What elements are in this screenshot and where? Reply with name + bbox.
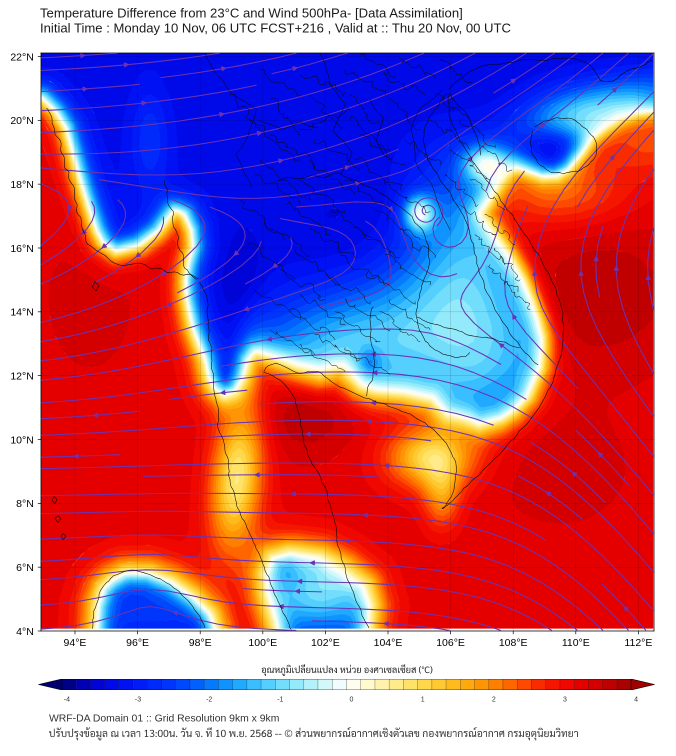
- svg-text:Initial Time : Monday 10 Nov,: Initial Time : Monday 10 Nov, 06 UTC FCS…: [40, 21, 511, 36]
- svg-text:96°E: 96°E: [126, 637, 149, 649]
- svg-text:20°N: 20°N: [10, 115, 33, 127]
- svg-text:2: 2: [492, 697, 496, 704]
- svg-text:98°E: 98°E: [189, 637, 212, 649]
- svg-text:-2: -2: [206, 697, 212, 704]
- svg-text:8°N: 8°N: [16, 498, 34, 510]
- svg-text:100°E: 100°E: [248, 637, 277, 649]
- svg-text:10°N: 10°N: [10, 434, 33, 446]
- svg-text:16°N: 16°N: [10, 243, 33, 255]
- svg-text:12°N: 12°N: [10, 370, 33, 382]
- svg-text:4: 4: [634, 697, 638, 704]
- svg-text:4°N: 4°N: [16, 626, 34, 638]
- svg-text:18°N: 18°N: [10, 179, 33, 191]
- svg-text:108°E: 108°E: [499, 637, 528, 649]
- svg-text:6°N: 6°N: [16, 562, 34, 574]
- svg-text:102°E: 102°E: [311, 637, 340, 649]
- svg-text:-1: -1: [277, 697, 283, 704]
- svg-text:3: 3: [563, 697, 567, 704]
- svg-text:110°E: 110°E: [562, 637, 590, 649]
- svg-text:Temperature Difference from 23: Temperature Difference from 23°C and Win…: [40, 5, 463, 20]
- svg-text:1: 1: [421, 697, 425, 704]
- svg-text:14°N: 14°N: [10, 307, 33, 319]
- svg-text:94°E: 94°E: [64, 637, 87, 649]
- svg-text:112°E: 112°E: [624, 637, 652, 649]
- svg-text:WRF-DA Domain 01 :: Grid Resol: WRF-DA Domain 01 :: Grid Resolution 9km …: [49, 714, 279, 725]
- svg-text:106°E: 106°E: [436, 637, 465, 649]
- svg-text:22°N: 22°N: [10, 51, 33, 63]
- svg-text:0: 0: [350, 697, 354, 704]
- svg-text:104°E: 104°E: [374, 637, 403, 649]
- svg-text:-3: -3: [135, 697, 141, 704]
- svg-text:-4: -4: [64, 697, 70, 704]
